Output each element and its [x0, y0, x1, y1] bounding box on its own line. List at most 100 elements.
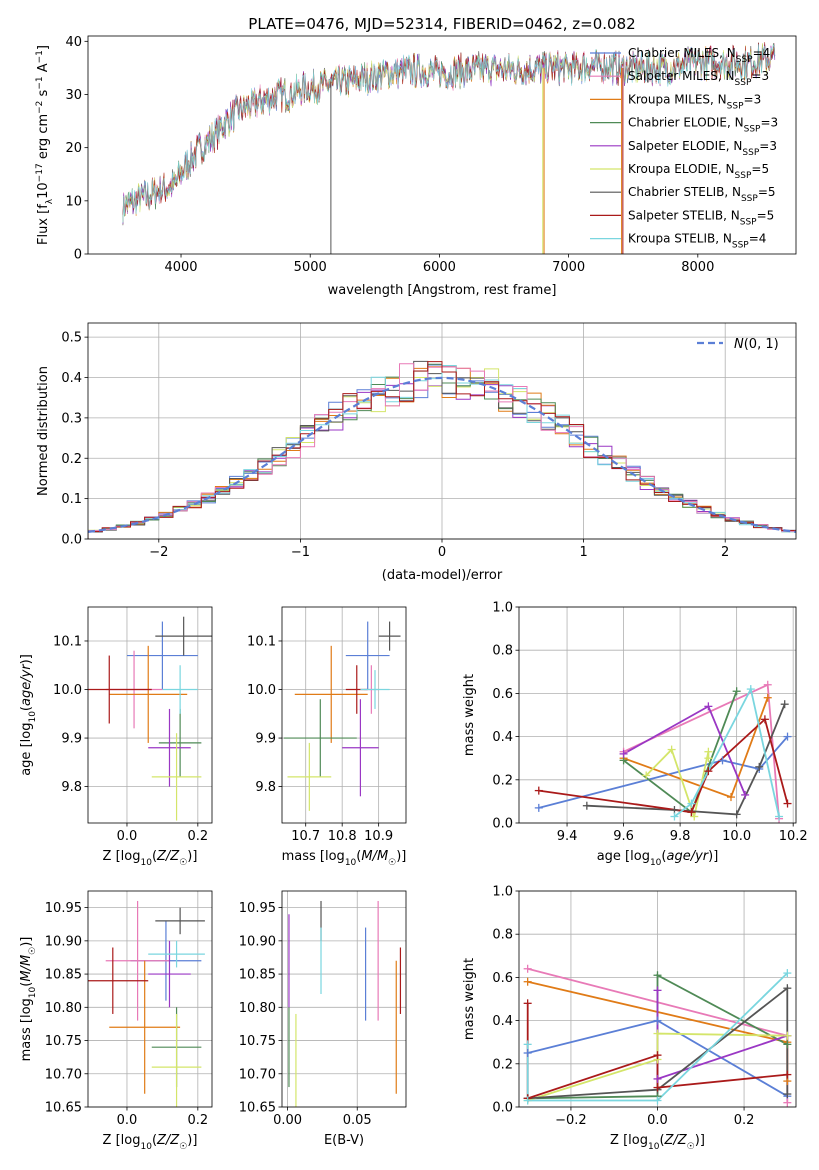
- x-tick-label: 0: [438, 545, 446, 560]
- plot-area: [538, 683, 789, 820]
- x-axis-label: Z [log10(Z/Z☉)]: [103, 849, 198, 868]
- axes-mass_Z: 0.0 0.2 10.65 10.70 10.75 10.80 10.85 10.90 10.9…: [19, 890, 213, 1152]
- y-tick-label: 0: [74, 248, 82, 263]
- legend-entry: Salpeter ELODIE, NSSP=3: [628, 139, 777, 158]
- y-axis-label: Flux [fλ10−17 erg cm−2 s−1 A−1]: [35, 45, 55, 245]
- y-axis-label: Normed distribution: [36, 366, 51, 496]
- y-tick-label: 0.8: [492, 644, 513, 659]
- legend-entry: Chabrier ELODIE, NSSP=3: [628, 116, 778, 135]
- y-tick-label: 10.1: [247, 634, 276, 649]
- x-tick-label: 2: [721, 545, 729, 560]
- weight-line-salpeter_miles: [623, 683, 780, 819]
- axes-frame: [87, 322, 797, 540]
- plot-area: [88, 360, 796, 539]
- x-axis-label: E(B-V): [324, 1133, 364, 1148]
- plot-area: [288, 900, 402, 1107]
- x-tick-label: −2: [149, 545, 168, 560]
- y-tick-label: 10.70: [239, 1067, 276, 1082]
- axes-age_mass: 10.7 10.8 10.9 9.8 9.9 10.0 10.1 mass [log10(M/…: [247, 606, 407, 868]
- x-tick-label: 10.8: [328, 829, 357, 844]
- y-tick-label: 0.4: [492, 1014, 513, 1029]
- y-tick-label: 0.0: [492, 1101, 513, 1116]
- y-tick-label: 0.2: [492, 773, 513, 788]
- legend-entry: Salpeter MILES, NSSP=3: [628, 69, 769, 88]
- x-tick-label: 0.00: [273, 1113, 302, 1128]
- legend-entry: N(0, 1): [734, 337, 779, 352]
- weight-line-kroupa_stelib: [526, 972, 788, 1102]
- x-tick-label: −1: [291, 545, 310, 560]
- y-tick-label: 9.9: [255, 732, 276, 747]
- y-tick-label: 10.85: [45, 968, 82, 983]
- weight-line-chabrier_stelib: [586, 703, 786, 816]
- legend-entry: Kroupa MILES, NSSP=3: [628, 92, 761, 111]
- y-tick-label: 0.0: [61, 533, 82, 548]
- x-tick-label: 0.0: [647, 1113, 668, 1128]
- y-tick-label: 0.2: [61, 452, 82, 467]
- figure-title: PLATE=0476, MJD=52314, FIBERID=0462, z=0…: [248, 15, 635, 33]
- weight-line-kroupa_stelib: [673, 686, 780, 818]
- y-tick-label: 10.70: [45, 1067, 82, 1082]
- legend-entry: Kroupa STELIB, NSSP=4: [628, 232, 766, 251]
- x-tick-label: 5000: [294, 260, 327, 275]
- axes-frame: [281, 606, 407, 824]
- x-tick-label: 0.05: [343, 1113, 372, 1128]
- legend-entry: Chabrier MILES, NSSP=4: [628, 46, 770, 65]
- x-axis-label: wavelength [Angstrom, rest frame]: [328, 283, 557, 298]
- axes-frame: [518, 890, 797, 1108]
- plot-area: [88, 900, 205, 1107]
- y-tick-label: 10.95: [45, 901, 82, 916]
- x-tick-label: 9.6: [613, 829, 634, 844]
- y-tick-label: 0.3: [61, 411, 82, 426]
- y-tick-label: 10.90: [239, 934, 276, 949]
- x-tick-label: 9.8: [670, 829, 691, 844]
- y-tick-label: 0.2: [492, 1057, 513, 1072]
- x-tick-label: 1: [579, 545, 587, 560]
- axes-frame: [518, 606, 797, 824]
- x-tick-label: 10.2: [779, 829, 808, 844]
- y-tick-label: 9.8: [61, 780, 82, 795]
- x-axis-label: Z [log10(Z/Z☉)]: [610, 1133, 705, 1152]
- x-axis-label: age [log10(age/yr)]: [597, 849, 719, 868]
- x-axis-label: mass [log10(M/M☉)]: [282, 849, 407, 868]
- y-tick-label: 10.65: [239, 1101, 276, 1116]
- y-tick-label: 0.0: [492, 817, 513, 832]
- y-tick-label: 9.9: [61, 732, 82, 747]
- x-tick-label: −0.2: [555, 1113, 587, 1128]
- y-tick-label: 10.75: [45, 1034, 82, 1049]
- legend-entry: Kroupa ELODIE, NSSP=5: [628, 162, 769, 181]
- x-tick-label: 8000: [681, 260, 714, 275]
- x-tick-label: 0.0: [117, 829, 138, 844]
- y-axis-label: mass weight: [462, 958, 477, 1040]
- y-tick-label: 1.0: [492, 885, 513, 900]
- y-tick-label: 10.95: [239, 901, 276, 916]
- y-tick-label: 20: [65, 141, 82, 156]
- axes-frame: [87, 890, 213, 1108]
- axes-mass_ebv: 0.00 0.05 10.65 10.70 10.75 10.80 10.85 10.90 10…: [239, 890, 407, 1148]
- y-tick-label: 10.80: [239, 1001, 276, 1016]
- y-tick-label: 10.75: [239, 1034, 276, 1049]
- plot-area: [283, 621, 401, 811]
- x-tick-label: 0.2: [187, 1113, 208, 1128]
- y-tick-label: 0.6: [492, 971, 513, 986]
- y-tick-label: 0.5: [61, 331, 82, 346]
- y-tick-label: 9.8: [255, 780, 276, 795]
- axes-age_Z: 0.0 0.2 9.8 9.9 10.0 10.1 Z [log10(Z/Z☉)] age […: [19, 606, 213, 868]
- x-tick-label: 4000: [164, 260, 197, 275]
- x-tick-label: 7000: [552, 260, 585, 275]
- weight-line-kroupa_elodie: [527, 1032, 788, 1102]
- spectrum-line-kroupa_stelib: [122, 44, 776, 223]
- x-tick-label: 0.2: [734, 1113, 755, 1128]
- x-axis-label: (data-model)/error: [382, 568, 503, 583]
- y-tick-label: 10.90: [45, 934, 82, 949]
- x-tick-label: 10.9: [364, 829, 393, 844]
- legend-entry: Chabrier STELIB, NSSP=5: [628, 185, 776, 204]
- x-tick-label: 0.2: [187, 829, 208, 844]
- y-axis-label: age [log10(age/yr)]: [19, 654, 38, 776]
- x-tick-label: 10.0: [722, 829, 751, 844]
- axes-weight_Z: −0.2 0.0 0.2 0.0 0.2 0.4 0.6 0.8 1.0 Z [log10(Z/Z…: [462, 885, 797, 1152]
- y-tick-label: 0.1: [61, 492, 82, 507]
- y-tick-label: 10.0: [247, 683, 276, 698]
- gaussian-curve: [88, 376, 796, 533]
- hist-step-salpeter_stelib: [88, 361, 796, 539]
